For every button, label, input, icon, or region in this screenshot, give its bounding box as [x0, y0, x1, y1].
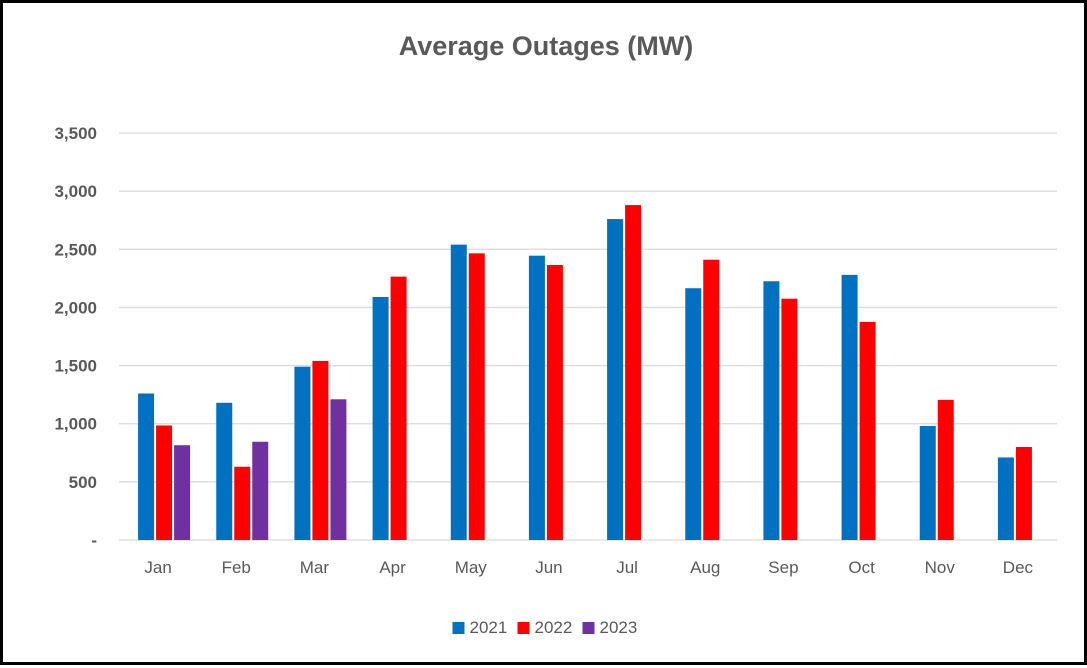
x-tick-label: Mar — [300, 558, 330, 577]
bar-2022-jul — [625, 205, 642, 540]
x-tick-label: Sep — [768, 558, 798, 577]
bar-2022-oct — [859, 321, 876, 540]
bar-2021-jul — [607, 219, 624, 540]
x-tick-label: Jan — [144, 558, 171, 577]
bar-2021-mar — [294, 366, 311, 540]
y-tick-label: 3,000 — [54, 182, 97, 201]
x-tick-label: Nov — [925, 558, 956, 577]
y-axis-ticks: - 500 1,000 1,500 2,000 2,500 3,000 3,500 — [54, 124, 97, 550]
bar-2022-mar — [312, 360, 329, 540]
bars — [138, 205, 1032, 541]
x-tick-label: Dec — [1003, 558, 1034, 577]
bar-2023-mar — [330, 399, 347, 540]
bar-2022-feb — [234, 466, 251, 540]
y-tick-label: - — [91, 531, 97, 550]
bar-2022-aug — [703, 259, 720, 540]
legend-label-2023: 2023 — [600, 618, 638, 637]
bar-2022-apr — [390, 276, 407, 540]
legend: 2021 2022 2023 — [452, 618, 638, 637]
x-tick-label: Apr — [379, 558, 406, 577]
x-tick-label: Feb — [222, 558, 251, 577]
x-tick-label: Oct — [848, 558, 875, 577]
x-axis-ticks: Jan Feb Mar Apr May Jun Jul Aug Sep Oct Nov Dec — [144, 558, 1033, 577]
bar-2021-dec — [997, 457, 1014, 540]
bar-2021-nov — [919, 426, 936, 540]
y-tick-label: 500 — [69, 473, 97, 492]
legend-label-2022: 2022 — [535, 618, 573, 637]
bar-2022-jun — [546, 264, 563, 540]
bar-2022-nov — [937, 399, 954, 540]
x-tick-label: Jul — [616, 558, 638, 577]
bar-2021-aug — [685, 288, 702, 540]
legend-swatch-2021 — [452, 622, 465, 634]
bar-2023-feb — [252, 441, 269, 540]
legend-swatch-2023 — [582, 622, 595, 634]
bar-2021-oct — [841, 274, 858, 540]
bar-2022-dec — [1015, 446, 1032, 540]
bar-2021-jun — [528, 255, 545, 540]
y-tick-label: 2,500 — [54, 240, 97, 259]
y-tick-label: 3,500 — [54, 124, 97, 143]
y-tick-label: 2,000 — [54, 298, 97, 317]
gridlines — [119, 132, 1057, 541]
x-tick-label: Jun — [535, 558, 562, 577]
y-tick-label: 1,500 — [54, 357, 97, 376]
legend-swatch-2022 — [517, 622, 530, 634]
bar-2021-apr — [372, 296, 389, 540]
x-tick-label: May — [455, 558, 488, 577]
chart-title: Average Outages (MW) — [399, 31, 694, 61]
bar-2022-sep — [781, 298, 798, 540]
bar-2021-sep — [763, 281, 780, 540]
legend-label-2021: 2021 — [470, 618, 508, 637]
bar-2023-jan — [174, 445, 191, 540]
x-tick-label: Aug — [690, 558, 720, 577]
bar-2021-may — [450, 244, 467, 541]
bar-2022-jan — [156, 425, 173, 540]
bar-2022-may — [468, 253, 485, 540]
bar-2021-jan — [138, 393, 155, 540]
y-tick-label: 1,000 — [54, 415, 97, 434]
chart: Average Outages (MW) - 500 1,000 1,500 2,000… — [54, 31, 1057, 637]
bar-2021-feb — [216, 402, 233, 540]
